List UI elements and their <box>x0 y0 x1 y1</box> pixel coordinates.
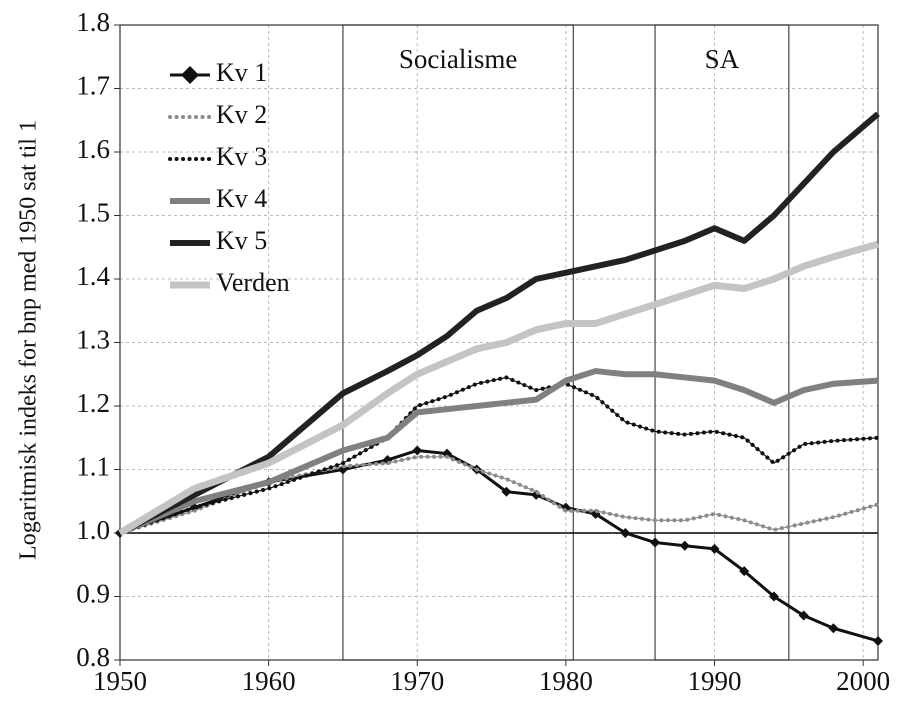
series-point <box>873 635 883 646</box>
legend-label: Verden <box>216 268 290 297</box>
y-tick-label: 1.7 <box>76 71 110 101</box>
series-line <box>118 111 880 536</box>
y-tick-label: 1.2 <box>76 388 110 418</box>
y-tick-label: 1.8 <box>76 7 110 37</box>
legend-label: Kv 2 <box>216 100 267 129</box>
y-tick-label: 1.6 <box>76 134 110 164</box>
series-point <box>768 591 779 602</box>
series-line <box>118 368 879 536</box>
series-point <box>739 566 750 577</box>
series-line <box>118 240 879 537</box>
y-tick-label: 1.0 <box>76 515 110 545</box>
period-label: Socialisme <box>399 44 517 74</box>
y-tick-label: 1.5 <box>76 198 110 228</box>
series-point <box>441 448 452 459</box>
y-tick-label: 1.3 <box>76 325 110 355</box>
series-point <box>828 623 839 634</box>
y-tick-label: 1.1 <box>76 452 110 482</box>
series-point <box>620 528 631 538</box>
x-tick-label: 2000 <box>836 666 890 696</box>
legend-label: Kv 5 <box>216 226 267 255</box>
series-line-thin <box>119 456 879 534</box>
series-point <box>709 543 720 554</box>
legend-marker <box>181 66 199 84</box>
series-point <box>501 486 512 497</box>
legend-label: Kv 4 <box>216 184 267 213</box>
x-tick-label: 1970 <box>390 666 444 696</box>
x-tick-label: 1960 <box>242 666 296 696</box>
x-tick-label: 1950 <box>93 666 147 696</box>
legend-label: Kv 3 <box>216 142 267 171</box>
y-tick-label: 0.9 <box>76 579 110 609</box>
plot-frame <box>119 24 879 661</box>
y-tick-label: 1.4 <box>76 261 110 291</box>
period-label: SA <box>705 44 740 74</box>
x-tick-label: 1990 <box>688 666 742 696</box>
series-point <box>412 445 423 456</box>
series-point <box>679 540 690 551</box>
x-tick-label: 1980 <box>539 666 593 696</box>
series-point <box>650 537 661 548</box>
series-line <box>119 448 879 643</box>
legend-label: Kv 1 <box>216 58 267 87</box>
series-point <box>798 610 809 621</box>
y-tick-label: 0.8 <box>76 642 110 672</box>
y-axis-label: Logaritmisk indeks for bnp med 1950 sat … <box>16 120 42 560</box>
